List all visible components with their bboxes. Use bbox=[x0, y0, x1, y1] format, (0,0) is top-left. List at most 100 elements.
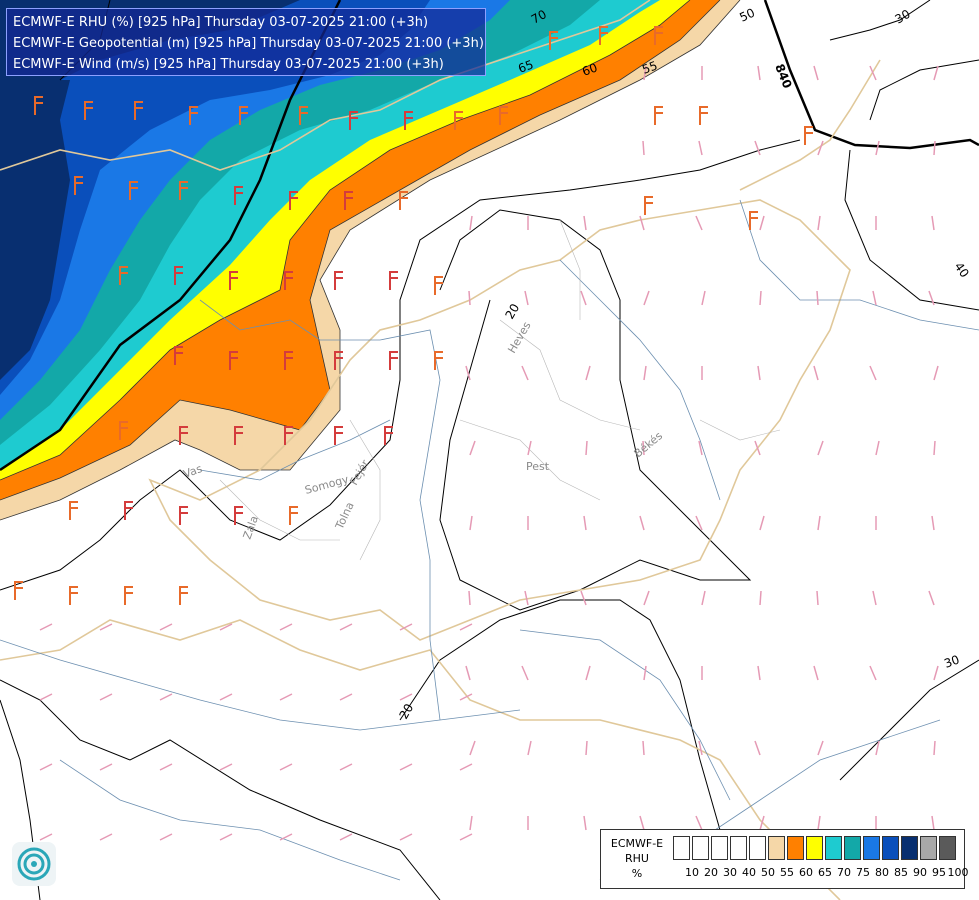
wind-barb bbox=[804, 126, 813, 145]
rhu-contour bbox=[0, 0, 721, 501]
wind-barb bbox=[933, 65, 939, 81]
wind-barb bbox=[399, 763, 413, 771]
wind-barb bbox=[933, 440, 936, 456]
wind-barb bbox=[279, 693, 293, 701]
wind-barb bbox=[339, 763, 353, 771]
wind-barb bbox=[749, 211, 758, 230]
rhu-label: 70 bbox=[529, 7, 549, 27]
wind-barb bbox=[585, 365, 591, 381]
wind-barb bbox=[931, 515, 935, 531]
wind-barb bbox=[757, 665, 761, 681]
wind-barb bbox=[399, 191, 408, 210]
geopotential-contour bbox=[763, 0, 979, 150]
wind-barb bbox=[179, 506, 188, 525]
rhu-title: ECMWF-E RHU (%) [925 hPa] Thursday 03-07… bbox=[13, 15, 429, 30]
wind-barb bbox=[399, 623, 413, 631]
country-border bbox=[739, 59, 881, 191]
wind-barb bbox=[701, 590, 706, 606]
wind-barb bbox=[69, 501, 78, 520]
legend-tick-label: 50 bbox=[761, 866, 775, 879]
wind-barb bbox=[99, 623, 113, 631]
wind-barb bbox=[644, 196, 653, 215]
wind-barb bbox=[339, 693, 353, 701]
wind-barb bbox=[642, 440, 645, 456]
rhu-label: 55 bbox=[640, 58, 659, 76]
wind-barb bbox=[869, 665, 877, 681]
region-label: Pest bbox=[526, 460, 550, 473]
wind-barb bbox=[179, 426, 188, 445]
wind-barb bbox=[119, 266, 128, 285]
wind-barb bbox=[759, 515, 765, 531]
wind-barb bbox=[521, 665, 529, 681]
wind-barb bbox=[334, 426, 343, 445]
legend-tick-label: 20 bbox=[704, 866, 718, 879]
wind-barb bbox=[642, 140, 645, 156]
wind-barb bbox=[585, 665, 591, 681]
county-border bbox=[219, 479, 340, 541]
legend-swatch bbox=[901, 836, 918, 860]
wind-barb bbox=[599, 26, 608, 45]
wind-barb bbox=[284, 426, 293, 445]
wind-barb bbox=[583, 215, 587, 231]
wind-barb bbox=[99, 763, 113, 771]
wind-barb bbox=[875, 140, 880, 156]
legend-swatch bbox=[730, 836, 747, 860]
wind-barb bbox=[521, 365, 529, 381]
legend-swatch bbox=[882, 836, 899, 860]
wind-barb bbox=[759, 590, 762, 606]
wind-barb bbox=[872, 590, 877, 606]
swirl-icon bbox=[17, 847, 51, 881]
river bbox=[559, 259, 721, 501]
wind-barb bbox=[289, 506, 298, 525]
country-border bbox=[148, 199, 851, 641]
wind-barb bbox=[124, 586, 133, 605]
wind-barb bbox=[219, 763, 233, 771]
wind-barb bbox=[299, 106, 308, 125]
wind-barb bbox=[39, 623, 53, 631]
wind-barb bbox=[159, 623, 173, 631]
wind-barb bbox=[339, 623, 353, 631]
wind-barb bbox=[459, 763, 473, 771]
wind-barb bbox=[524, 590, 529, 606]
wind-contour bbox=[844, 149, 979, 311]
wind-barb bbox=[229, 271, 238, 290]
legend-swatch bbox=[844, 836, 861, 860]
legend-title-variable: RHU bbox=[625, 852, 649, 865]
legend-tick-label: 100 bbox=[947, 866, 969, 879]
wind-label: 20 bbox=[396, 701, 416, 721]
legend-swatch bbox=[711, 836, 728, 860]
ecmwf-swirl-logo bbox=[12, 842, 56, 886]
region-label: Békés bbox=[632, 429, 666, 460]
wind-barb bbox=[583, 515, 587, 531]
wind-barb bbox=[639, 215, 645, 231]
county-border bbox=[499, 319, 641, 431]
wind-barb bbox=[933, 365, 939, 381]
wind-barb bbox=[933, 140, 936, 156]
wind-barb bbox=[817, 740, 824, 756]
legend-tick-label: 90 bbox=[913, 866, 927, 879]
legend-tick-label: 85 bbox=[894, 866, 908, 879]
wind-barb bbox=[817, 440, 824, 456]
wind-barb bbox=[349, 111, 358, 130]
country-border bbox=[0, 619, 841, 900]
wind-barb bbox=[695, 215, 703, 231]
wind-barb bbox=[34, 96, 43, 115]
county-border bbox=[459, 419, 601, 501]
wind-barb bbox=[289, 191, 298, 210]
region-label: Fejér bbox=[347, 457, 372, 487]
wind-barb bbox=[524, 290, 529, 306]
wind-barb bbox=[434, 276, 443, 295]
wind-barb bbox=[399, 693, 413, 701]
wind-barb bbox=[817, 140, 824, 156]
wind-barb bbox=[454, 111, 463, 130]
county-border bbox=[699, 419, 781, 441]
wind-barb bbox=[239, 106, 248, 125]
wind-barb bbox=[580, 290, 587, 306]
wind-barb bbox=[695, 815, 703, 831]
legend-swatch bbox=[768, 836, 785, 860]
wind-barb bbox=[869, 365, 877, 381]
wind-barb bbox=[284, 271, 293, 290]
wind-barb bbox=[580, 590, 587, 606]
wind-barb bbox=[465, 665, 471, 681]
wind-barb bbox=[549, 31, 558, 50]
